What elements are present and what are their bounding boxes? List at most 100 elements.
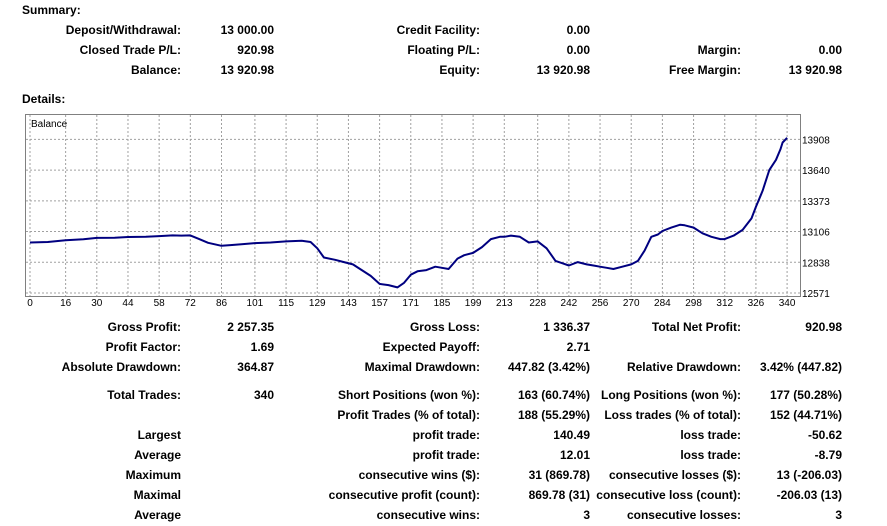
y-tick-label: 13640 <box>802 166 830 177</box>
stat-label: Average <box>134 448 181 462</box>
stat-label: Average <box>134 508 181 522</box>
stat-label: loss trade: <box>680 428 741 442</box>
deposit-withdrawal-value: 13 000.00 <box>220 23 274 37</box>
stat-value: 3 <box>583 508 590 522</box>
stat-value: 920.98 <box>805 320 842 334</box>
stat-value: 1.69 <box>250 340 274 354</box>
balance-value: 13 920.98 <box>220 63 274 77</box>
x-tick-label: 326 <box>748 298 765 309</box>
y-tick-label: 12838 <box>802 258 830 269</box>
stat-value: 340 <box>253 388 274 402</box>
series-line-balance <box>29 137 788 289</box>
x-tick-label: 242 <box>561 298 578 309</box>
x-tick-label: 86 <box>216 298 228 309</box>
summary-title: Summary: <box>22 3 81 17</box>
free-margin-value: 13 920.98 <box>788 63 842 77</box>
x-tick-label: 270 <box>623 298 640 309</box>
stat-value: 869.78 (31) <box>528 488 590 502</box>
stat-value: 177 (50.28%) <box>769 388 842 402</box>
stat-label: Long Positions (won %): <box>601 388 741 402</box>
x-tick-label: 284 <box>654 298 671 309</box>
x-tick-label: 340 <box>779 298 796 309</box>
stat-value: -8.79 <box>814 448 842 462</box>
y-tick-label: 13908 <box>802 135 830 146</box>
stat-label: Relative Drawdown: <box>626 360 741 374</box>
deposit-withdrawal-label: Deposit/Withdrawal: <box>65 23 181 37</box>
chart-series <box>29 137 788 289</box>
chart-y-ticks: 12571 12838 13106 13373 13640 13908 <box>802 135 830 300</box>
stat-value: 3.42% (447.82) <box>759 360 842 374</box>
x-tick-label: 44 <box>122 298 134 309</box>
stat-value: 12.01 <box>559 448 590 462</box>
stat-label: consecutive loss (count): <box>596 488 741 502</box>
x-tick-label: 30 <box>91 298 103 309</box>
stat-label: Absolute Drawdown: <box>61 360 181 374</box>
x-tick-label: 58 <box>154 298 166 309</box>
x-tick-label: 228 <box>529 298 546 309</box>
x-tick-label: 16 <box>60 298 72 309</box>
chart-title: Balance <box>31 119 68 130</box>
stat-label: Gross Profit: <box>107 320 181 334</box>
stat-label: profit trade: <box>412 448 480 462</box>
stat-label: consecutive profit (count): <box>328 488 480 502</box>
details-title: Details: <box>22 92 66 106</box>
stat-label: Gross Loss: <box>409 320 480 334</box>
closed-trade-pl-value: 920.98 <box>237 43 274 57</box>
stat-value: 2.71 <box>566 340 590 354</box>
stat-value: 163 (60.74%) <box>517 388 590 402</box>
x-tick-label: 199 <box>465 298 482 309</box>
stat-label: Total Net Profit: <box>651 320 741 334</box>
balance-chart: 12571 12838 13106 13373 13640 13908 Balance <box>25 114 830 300</box>
credit-facility-label: Credit Facility: <box>396 23 480 37</box>
stat-label: Expected Payoff: <box>382 340 480 354</box>
y-tick-label: 13373 <box>802 197 830 208</box>
margin-label: Margin: <box>697 43 741 57</box>
balance-chart-svg: 12571 12838 13106 13373 13640 13908 Balance <box>26 115 830 300</box>
x-tick-label: 256 <box>592 298 609 309</box>
free-margin-label: Free Margin: <box>668 63 741 77</box>
chart-x-ticks: 0 16 30 44 58 72 86 101 115 129 143 157 171 185 199 213… <box>27 298 796 309</box>
stat-label: Maximal Drawdown: <box>364 360 480 374</box>
x-tick-label: 213 <box>496 298 513 309</box>
stat-label: Largest <box>137 428 181 442</box>
x-tick-label: 298 <box>685 298 702 309</box>
y-tick-label: 13106 <box>802 228 830 239</box>
credit-facility-value: 0.00 <box>566 23 590 37</box>
stat-value: 447.82 (3.42%) <box>507 360 590 374</box>
stat-value: 140.49 <box>553 428 590 442</box>
x-tick-label: 171 <box>402 298 419 309</box>
stat-value: -50.62 <box>807 428 842 442</box>
chart-grid <box>26 115 800 296</box>
x-tick-label: 312 <box>716 298 733 309</box>
y-tick-label: 12571 <box>802 289 830 300</box>
stat-value: 364.87 <box>237 360 274 374</box>
x-tick-label: 143 <box>340 298 357 309</box>
x-tick-label: 129 <box>309 298 326 309</box>
x-tick-label: 115 <box>278 298 294 309</box>
equity-value: 13 920.98 <box>536 63 590 77</box>
stat-label: Loss trades (% of total): <box>604 408 741 422</box>
stat-label: consecutive losses: <box>626 508 741 522</box>
stat-label: consecutive losses ($): <box>608 468 741 482</box>
floating-pl-label: Floating P/L: <box>407 43 480 57</box>
stat-label: Short Positions (won %): <box>338 388 480 402</box>
equity-label: Equity: <box>439 63 480 77</box>
stat-label: profit trade: <box>412 428 480 442</box>
stat-label: Profit Factor: <box>105 340 181 354</box>
stat-value: -206.03 (13) <box>776 488 842 502</box>
margin-value: 0.00 <box>818 43 842 57</box>
stat-label: Total Trades: <box>107 388 181 402</box>
x-tick-label: 0 <box>27 298 33 309</box>
x-tick-label: 101 <box>247 298 264 309</box>
x-tick-label: 157 <box>371 298 388 309</box>
x-tick-label: 72 <box>185 298 197 309</box>
stat-value: 2 257.35 <box>227 320 274 334</box>
stat-value: 13 (-206.03) <box>776 468 842 482</box>
stat-label: Maximal <box>133 488 181 502</box>
stat-value: 3 <box>835 508 842 522</box>
stat-label: consecutive wins ($): <box>358 468 480 482</box>
stat-value: 188 (55.29%) <box>517 408 590 422</box>
stat-label: loss trade: <box>680 448 741 462</box>
floating-pl-value: 0.00 <box>566 43 590 57</box>
stat-label: Maximum <box>125 468 181 482</box>
